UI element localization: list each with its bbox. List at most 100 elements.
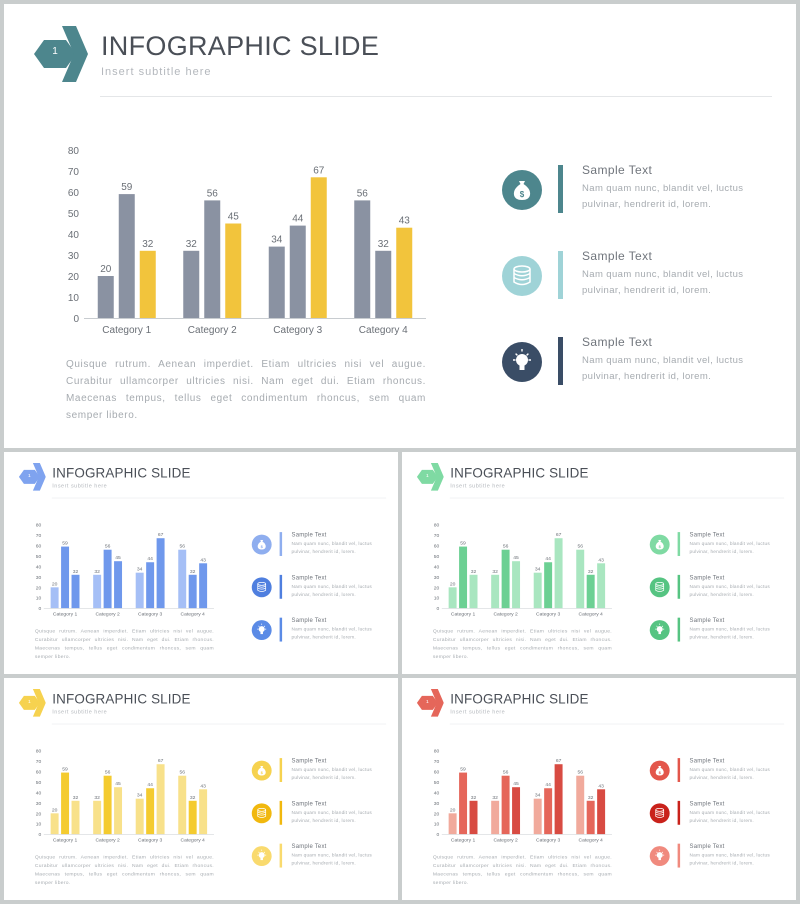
- feature-desc-1: Nam quam nunc, blandit vel, luctus pulvi…: [291, 767, 372, 781]
- slide-subtitle: Insert subtitle here: [52, 482, 108, 489]
- bar: [544, 788, 553, 835]
- bar: [576, 775, 585, 835]
- lightbulb-icon: [257, 849, 267, 861]
- bar: [118, 194, 135, 318]
- bar: [146, 788, 155, 835]
- data-label: 32: [471, 795, 477, 801]
- bar: [156, 538, 165, 609]
- y-tick-label: 0: [39, 832, 42, 838]
- body-paragraph: Quisque rutrum. Aenean imperdiet. Etiam …: [34, 854, 214, 886]
- feature-item-3: Sample Text Nam quam nunc, blandit vel, …: [649, 615, 779, 645]
- slide-thumbnail-red[interactable]: 1 INFOGRAPHIC SLIDE Insert subtitle here…: [402, 678, 796, 900]
- bar: [225, 223, 242, 318]
- data-label: 32: [471, 569, 477, 575]
- hexagon-chevron-icon: [18, 688, 46, 717]
- x-category-label: Category 4: [579, 838, 604, 844]
- feature-item-2: Sample Text Nam quam nunc, blandit vel, …: [251, 572, 381, 602]
- hexagon-chevron-icon: [18, 462, 46, 491]
- feature-title-1: Sample Text: [582, 163, 653, 177]
- bar: [199, 789, 208, 835]
- bar: [512, 787, 521, 835]
- body-paragraph: Quisque rutrum. Aenean imperdiet. Etiam …: [432, 628, 612, 660]
- feature-icon-circle-3: [251, 846, 272, 867]
- feature-accent-bar-2: [677, 574, 681, 599]
- feature-desc-1: Nam quam nunc, blandit vel, luctus pulvi…: [689, 541, 770, 555]
- slide-number-badge: 1: [18, 688, 46, 717]
- feature-icon-circle-1: $: [251, 760, 272, 781]
- feature-item-3: Sample Text Nam quam nunc, blandit vel, …: [251, 841, 381, 871]
- slide-main[interactable]: 1 INFOGRAPHIC SLIDE Insert subtitle here…: [4, 4, 796, 448]
- slide-thumbnail-blue[interactable]: 1 INFOGRAPHIC SLIDE Insert subtitle here…: [4, 452, 398, 674]
- bar: [93, 574, 102, 609]
- data-label: 67: [313, 165, 325, 176]
- data-label: 56: [179, 770, 185, 776]
- y-tick-label: 50: [434, 554, 440, 560]
- y-tick-label: 70: [68, 167, 80, 178]
- feature-item-1: $ Sample Text Nam quam nunc, blandit vel…: [502, 160, 762, 220]
- slide-number-badge: 1: [416, 688, 444, 717]
- bar: [114, 561, 123, 609]
- feature-title-1: Sample Text: [291, 531, 327, 539]
- x-category-label: Category 2: [188, 325, 237, 336]
- feature-accent-bar-3: [558, 337, 563, 385]
- coin-stack-icon: [513, 265, 531, 286]
- slide-content: 1 INFOGRAPHIC SLIDE Insert subtitle here…: [4, 4, 796, 448]
- money-bag-icon: $: [513, 181, 531, 200]
- feature-item-2: Sample Text Nam quam nunc, blandit vel, …: [649, 572, 779, 602]
- bar: [554, 764, 563, 835]
- feature-title-3: Sample Text: [582, 335, 653, 349]
- data-label: 56: [503, 544, 509, 550]
- slide-title: INFOGRAPHIC SLIDE: [450, 691, 589, 707]
- x-category-label: Category 1: [451, 838, 476, 844]
- bar: [459, 546, 468, 609]
- y-tick-label: 50: [36, 554, 42, 560]
- bar-chart: 0 10 20 30 40 50 60 70 80 20 59 32 Category 1 32 56 45 C…: [68, 146, 426, 336]
- bar: [544, 562, 553, 609]
- x-category-label: Category 3: [536, 612, 561, 618]
- data-label: 34: [271, 235, 283, 246]
- bar: [178, 775, 187, 835]
- coin-stack-icon: [257, 581, 267, 592]
- feature-desc-2: Nam quam nunc, blandit vel, luctus pulvi…: [291, 809, 372, 824]
- x-category-label: Category 1: [451, 612, 476, 618]
- data-label: 20: [100, 264, 112, 275]
- data-label: 32: [588, 795, 594, 801]
- svg-text:$: $: [659, 770, 662, 775]
- feature-icon-circle-3: [649, 620, 670, 641]
- money-bag-icon: $: [257, 540, 266, 550]
- data-label: 45: [513, 555, 519, 561]
- data-label: 32: [94, 569, 100, 575]
- data-label: 56: [577, 770, 583, 776]
- data-label: 67: [158, 758, 164, 764]
- hexagon-chevron-icon: [34, 26, 88, 82]
- data-label: 20: [52, 581, 58, 587]
- bar: [71, 800, 80, 835]
- hexagon-chevron-icon: [416, 462, 444, 491]
- data-label: 43: [399, 216, 411, 227]
- slide-number-badge: 1: [416, 462, 444, 491]
- slide-thumbnail-yellow[interactable]: 1 INFOGRAPHIC SLIDE Insert subtitle here…: [4, 678, 398, 900]
- feature-accent-bar-3: [677, 843, 681, 868]
- bar: [448, 587, 457, 609]
- bar: [597, 789, 606, 835]
- x-category-label: Category 1: [53, 612, 78, 618]
- feature-accent-bar-2: [558, 251, 563, 299]
- slide-number: 1: [52, 46, 58, 57]
- y-tick-label: 60: [36, 544, 42, 550]
- y-tick-label: 40: [68, 230, 80, 241]
- slide-subtitle: Insert subtitle here: [101, 66, 212, 78]
- y-tick-label: 0: [437, 606, 440, 612]
- x-category-label: Category 3: [273, 325, 322, 336]
- data-label: 32: [492, 795, 498, 801]
- data-label: 44: [292, 214, 304, 225]
- bar: [554, 538, 563, 609]
- y-tick-label: 80: [434, 749, 440, 755]
- bar: [375, 250, 392, 318]
- bar: [146, 562, 155, 609]
- feature-title-3: Sample Text: [689, 842, 725, 850]
- slide-number: 1: [425, 698, 429, 705]
- data-label: 56: [105, 770, 111, 776]
- feature-accent-bar-1: [279, 532, 283, 556]
- bar: [61, 772, 70, 835]
- slide-thumbnail-green[interactable]: 1 INFOGRAPHIC SLIDE Insert subtitle here…: [402, 452, 796, 674]
